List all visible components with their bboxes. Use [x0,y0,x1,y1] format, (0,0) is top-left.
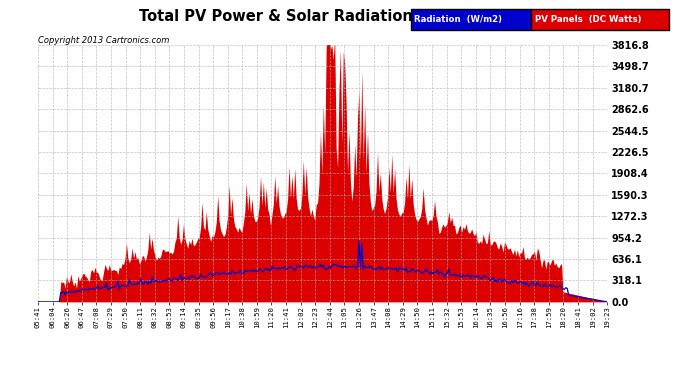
Text: PV Panels  (DC Watts): PV Panels (DC Watts) [535,15,641,24]
Text: Copyright 2013 Cartronics.com: Copyright 2013 Cartronics.com [38,36,169,45]
Text: Total PV Power & Solar Radiation Tue Jul 30 19:41: Total PV Power & Solar Radiation Tue Jul… [139,9,551,24]
Text: Radiation  (W/m2): Radiation (W/m2) [414,15,502,24]
